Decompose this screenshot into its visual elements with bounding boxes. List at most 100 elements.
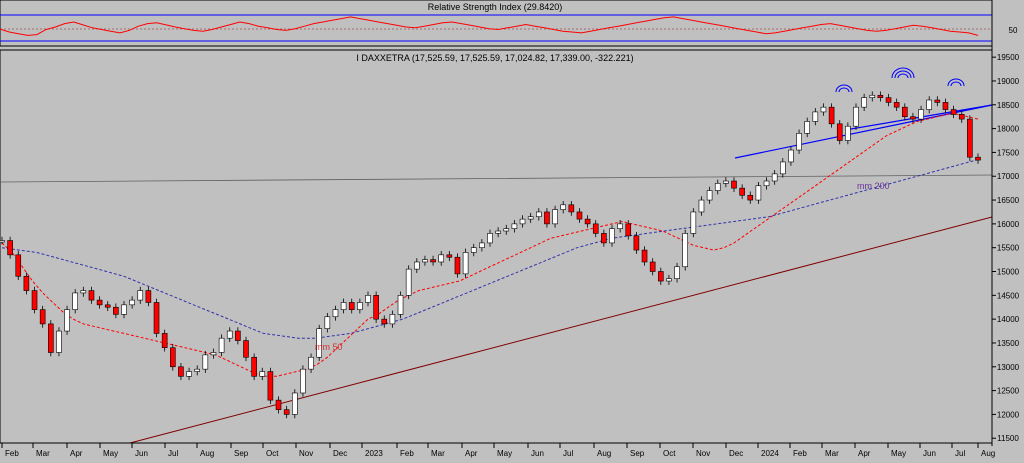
candle-body (723, 180, 729, 184)
price-tick-label: 14000 (997, 315, 1020, 324)
right-shoulder-arc (947, 78, 965, 87)
candle-body (23, 275, 30, 291)
horizontal-resistance-line (0, 174, 993, 183)
candle-body (877, 94, 884, 98)
candle-body (422, 259, 428, 263)
price-tick-label: 12000 (997, 410, 1020, 419)
candle-body (137, 290, 144, 301)
rsi-title: Relative Strength Index (29.8420) (428, 2, 563, 12)
candle-body (153, 302, 160, 334)
candle-body (820, 106, 827, 113)
candle-body (243, 340, 249, 358)
candle-body (666, 278, 672, 282)
candle-body (674, 266, 680, 279)
time-tick-label: Aug (200, 449, 214, 458)
price-tick-label: 15000 (997, 268, 1020, 277)
candle-body (739, 187, 745, 196)
time-tick-label: Apr (70, 449, 83, 458)
candle-body (357, 302, 363, 310)
candle-body (495, 230, 501, 234)
candle-body (446, 254, 453, 258)
candle-body (170, 347, 176, 368)
price-panel-background (0, 49, 993, 444)
candle-body (291, 392, 298, 415)
mm50-annotation: mm 50 (315, 342, 343, 352)
candle-body (519, 218, 526, 225)
right-shoulder-arc-inner (950, 81, 962, 87)
price-tick-label: 16000 (997, 220, 1020, 229)
candle-body (80, 290, 87, 294)
mm50-line (1, 113, 979, 377)
candle-body (625, 223, 632, 237)
time-tick-label: May (103, 449, 118, 458)
time-axis: Feb Mar Apr May Jun Jul Aug Sep Oct Nov Dec 2023 Feb… (0, 442, 995, 458)
time-tick-label: 2024 (761, 449, 779, 458)
time-tick-label: Sep (234, 449, 249, 458)
candle-body (479, 242, 485, 248)
candle-body (161, 333, 168, 349)
candle-body (348, 302, 355, 310)
candle-body (755, 185, 762, 201)
candle-body (39, 309, 46, 325)
candle-body (771, 173, 778, 182)
candle-body (804, 121, 811, 134)
rsi-panel: Relative Strength Index (29.8420) 50 (0, 0, 1018, 47)
candle-body (397, 295, 404, 315)
price-tick-label: 12500 (997, 387, 1020, 396)
price-tick-label: 13500 (997, 339, 1020, 348)
mm200-line (1, 159, 979, 339)
candle-body (121, 304, 127, 315)
candle-body (617, 223, 623, 229)
price-title: I DAXXETRA (17,525.59, 17,525.59, 17,024… (356, 53, 633, 63)
candle-body (853, 106, 859, 127)
time-tick-label: Nov (299, 449, 313, 458)
time-tick-label: Feb (400, 449, 414, 458)
time-tick-label: 2023 (365, 449, 383, 458)
time-tick-label: Dec (729, 449, 743, 458)
candle-body (958, 114, 965, 120)
candle-body (0, 240, 5, 243)
candle-body (568, 204, 575, 213)
candle-body (527, 216, 534, 220)
price-axis: 11500 12000 12500 13000 13500 14000 14500 15000… (991, 0, 1020, 446)
time-tick-label: May (497, 449, 512, 458)
time-tick-label: Apr (858, 449, 871, 458)
candle-body (251, 356, 257, 377)
head-arc-outer (891, 67, 915, 79)
candle-body (576, 211, 583, 220)
price-tick-label: 11500 (997, 434, 1019, 443)
time-tick-label: Jun (923, 449, 936, 458)
price-tick-label: 13000 (997, 363, 1020, 372)
head-arc-inner (897, 73, 909, 79)
candle-body (836, 123, 843, 141)
candle-body (901, 106, 908, 117)
candle-body (828, 106, 835, 125)
candle-body (592, 223, 599, 234)
candle-body (975, 156, 981, 161)
time-tick-label: Mar (36, 449, 50, 458)
candle-body (763, 180, 770, 187)
candle-body (788, 149, 794, 163)
candle-body (796, 133, 802, 151)
candle-body (381, 318, 388, 325)
price-tick-label: 18000 (997, 125, 1020, 134)
candle-body (96, 299, 103, 306)
candle-body (332, 309, 339, 318)
candle-body (235, 330, 241, 341)
candle-body (56, 330, 62, 353)
candle-body (861, 97, 867, 108)
price-tick-label: 17000 (997, 172, 1020, 181)
candle-body (88, 290, 95, 301)
candle-body (682, 233, 689, 268)
candle-body (308, 356, 314, 370)
rsi-line (0, 16, 979, 36)
candle-body (389, 314, 396, 325)
candle-body (64, 309, 70, 332)
price-tick-label: 16500 (997, 196, 1020, 205)
candle-body (324, 316, 331, 329)
candle-body (503, 228, 510, 232)
candle-body (31, 290, 38, 310)
mm200-annotation: mm 200 (857, 181, 890, 191)
time-tick-label: Feb (5, 449, 19, 458)
time-tick-label: Sep (630, 449, 645, 458)
